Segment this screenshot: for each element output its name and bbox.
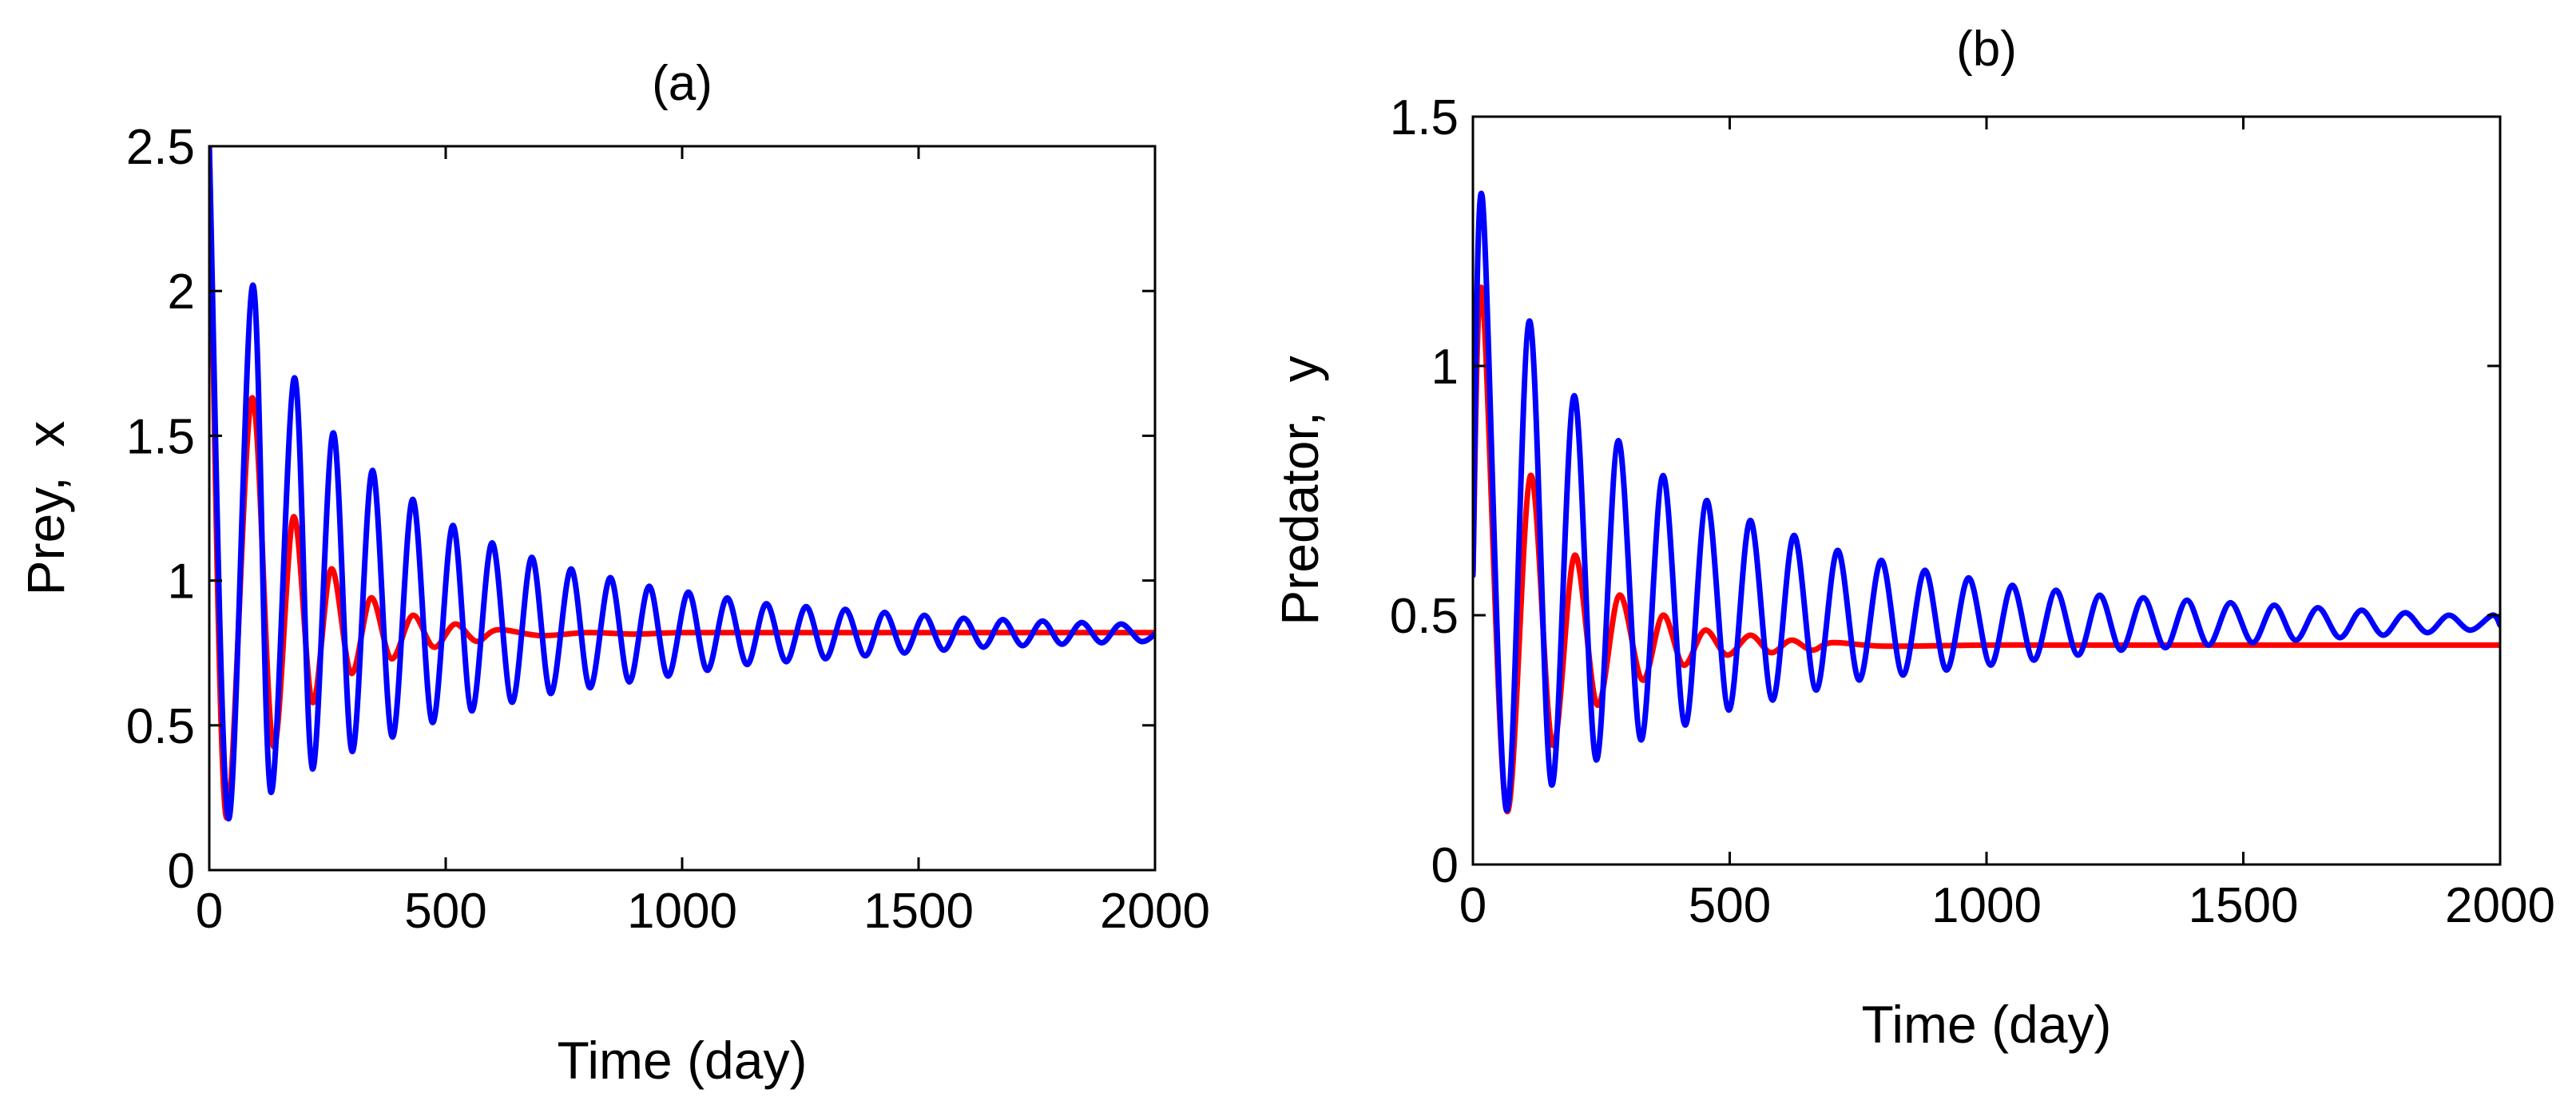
x-tick-label: 1500	[2189, 878, 2299, 933]
y-tick-label: 1.5	[126, 409, 195, 464]
series-line-blue	[209, 146, 1155, 821]
x-tick-label: 2000	[1100, 884, 1210, 939]
chart-title: (a)	[652, 56, 712, 111]
x-axis-label: Time (day)	[558, 1031, 808, 1090]
x-tick-label: 1000	[627, 884, 737, 939]
y-tick-label: 0.5	[126, 699, 195, 754]
chart-panel-b: 0 500 1000 1500 2000 0 0.5 1 1.5 (b) Time (day) Pre…	[1270, 22, 2555, 1054]
x-tick-label: 1500	[863, 884, 974, 939]
y-tick-label: 2.5	[126, 120, 195, 175]
y-axis-label: Predator, y	[1270, 356, 1329, 626]
y-tick-label: 0	[168, 844, 195, 899]
x-tick-label: 0	[1459, 878, 1486, 933]
series-line-blue	[1473, 190, 2500, 813]
x-tick-label: 500	[1689, 878, 1771, 933]
x-tick-label: 0	[196, 884, 223, 939]
y-tick-label: 0	[1431, 838, 1459, 893]
y-tick-label: 1	[1431, 340, 1459, 395]
x-tick-label: 2000	[2445, 878, 2555, 933]
plot-frame	[208, 145, 1157, 872]
y-axis-label: Prey, x	[16, 421, 75, 596]
y-tick-label: 0.5	[1390, 589, 1459, 644]
x-tick-label: 500	[404, 884, 486, 939]
x-tick-label: 1000	[1931, 878, 2042, 933]
y-tick-label: 1	[168, 554, 195, 610]
chart-panel-a: 0 500 1000 1500 2000 0 0.5 1 1.5 2 2.5 (a) Time (day…	[16, 56, 1210, 1090]
y-tick-label: 2	[168, 264, 195, 320]
y-tick-label: 1.5	[1390, 90, 1459, 145]
x-axis-label: Time (day)	[1862, 995, 2112, 1054]
chart-title: (b)	[1956, 22, 2017, 77]
